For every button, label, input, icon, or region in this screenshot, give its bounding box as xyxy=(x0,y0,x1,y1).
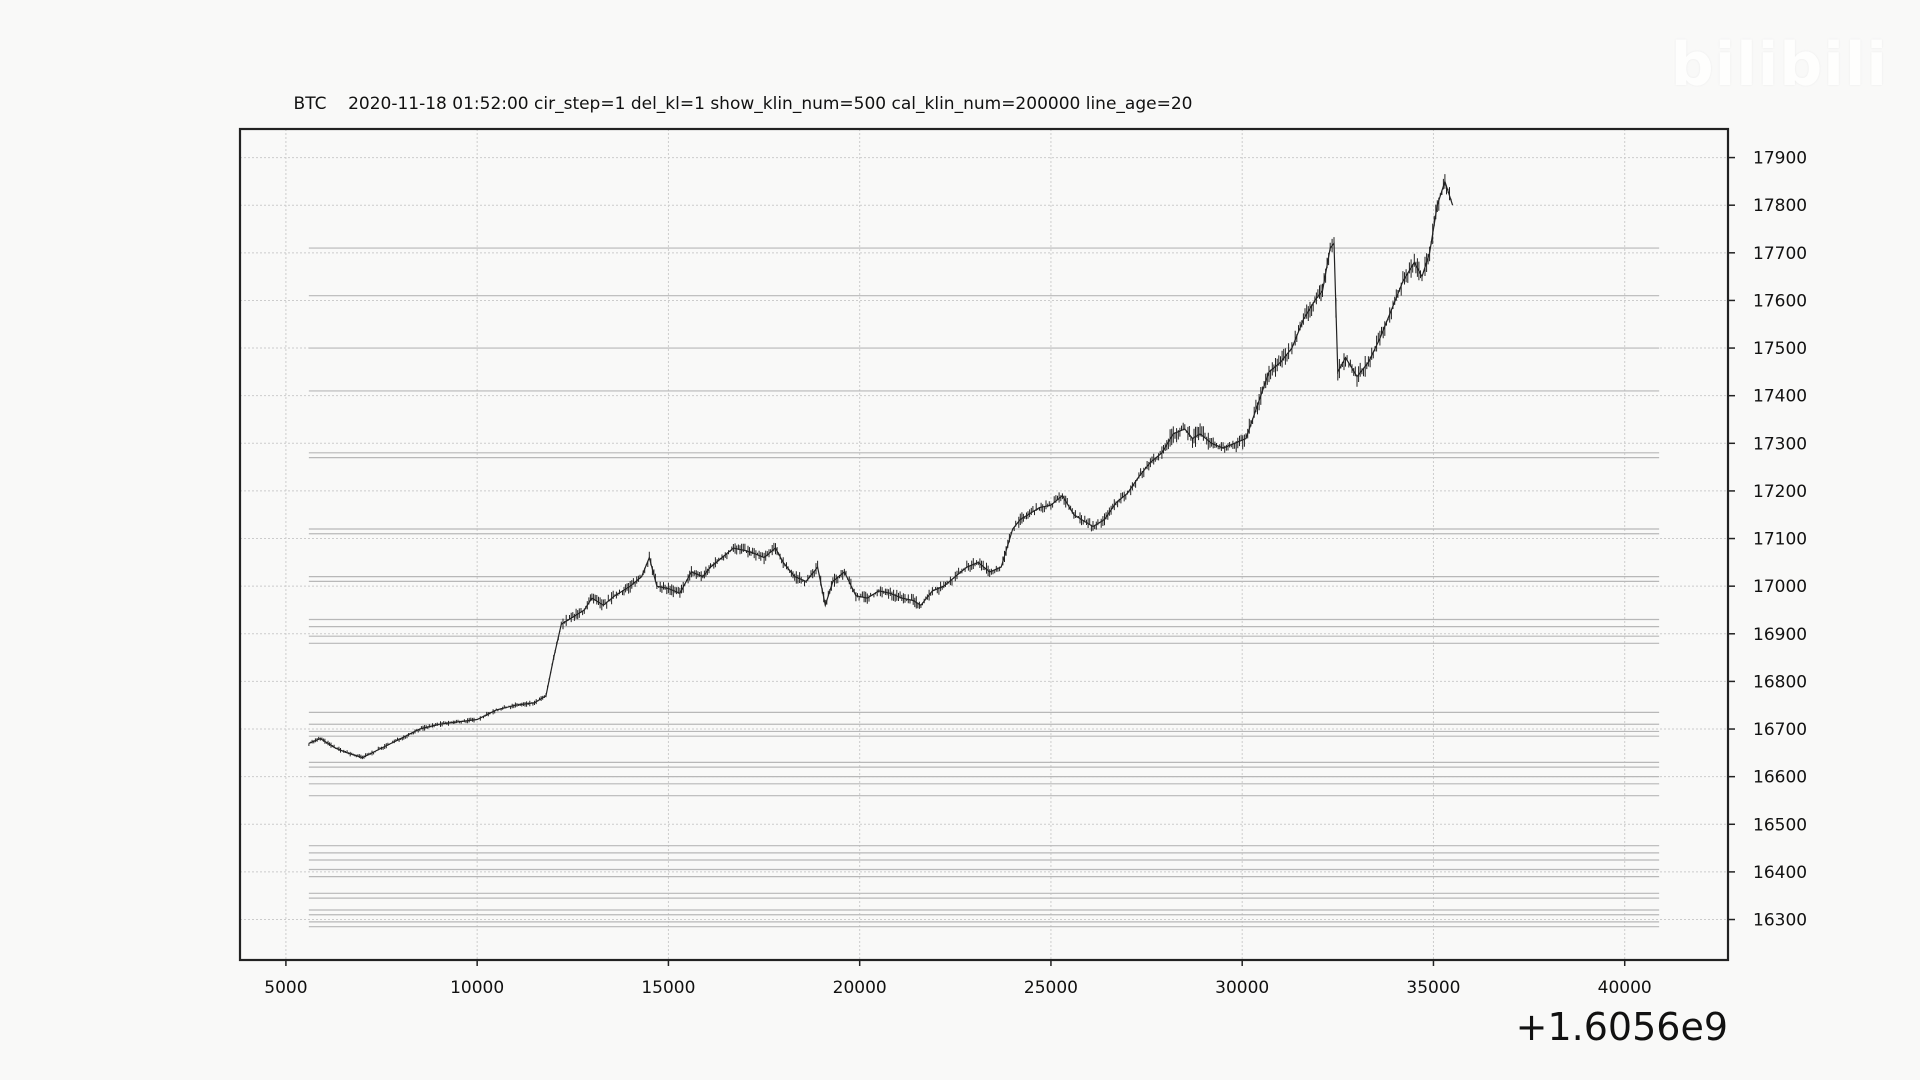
y-tick-label: 16700 xyxy=(1753,720,1807,740)
y-tick-label: 16600 xyxy=(1753,768,1807,788)
y-tick-label: 17900 xyxy=(1753,149,1807,169)
y-tick-label: 17300 xyxy=(1753,434,1807,454)
x-tick-label: 35000 xyxy=(1406,978,1460,998)
y-tick-label: 16800 xyxy=(1753,672,1807,692)
y-tick-label: 16900 xyxy=(1753,625,1807,645)
y-tick-label: 17700 xyxy=(1753,244,1807,264)
y-tick-label: 17800 xyxy=(1753,196,1807,216)
y-tick-label: 16400 xyxy=(1753,863,1807,883)
price-line xyxy=(308,179,1454,759)
x-tick-label: 10000 xyxy=(450,978,504,998)
x-tick-label: 20000 xyxy=(833,978,887,998)
horizontal-levels xyxy=(308,247,1660,928)
x-tick-label: 15000 xyxy=(641,978,695,998)
x-axis: 5000 10000 15000 20000 25000 30000 35000 40000 xyxy=(264,960,1652,998)
y-tick-label: 16300 xyxy=(1753,911,1807,931)
y-tick-label: 17100 xyxy=(1753,530,1807,550)
price-series xyxy=(308,174,1454,760)
y-tick-label: 17000 xyxy=(1753,577,1807,597)
x-tick-label: 40000 xyxy=(1598,978,1652,998)
x-tick-label: 25000 xyxy=(1024,978,1078,998)
x-axis-offset-label: +1.6056e9 xyxy=(1516,1005,1728,1049)
x-tick-label: 30000 xyxy=(1215,978,1269,998)
y-tick-label: 16500 xyxy=(1753,815,1807,835)
price-kline-bars xyxy=(308,174,1452,760)
bilibili-watermark: bilibili xyxy=(1670,30,1888,100)
y-tick-label: 17600 xyxy=(1753,291,1807,311)
y-tick-label: 17500 xyxy=(1753,339,1807,359)
grid-layer xyxy=(240,129,1728,960)
x-tick-label: 5000 xyxy=(264,978,307,998)
y-tick-label: 17400 xyxy=(1753,387,1807,407)
chart-title: BTC 2020-11-18 01:52:00 cir_step=1 del_k… xyxy=(294,94,1193,114)
y-axis: 16300 16400 16500 16600 16700 16800 16900 17000… xyxy=(1728,149,1807,931)
y-tick-label: 17200 xyxy=(1753,482,1807,502)
plot-frame xyxy=(238,127,1730,962)
